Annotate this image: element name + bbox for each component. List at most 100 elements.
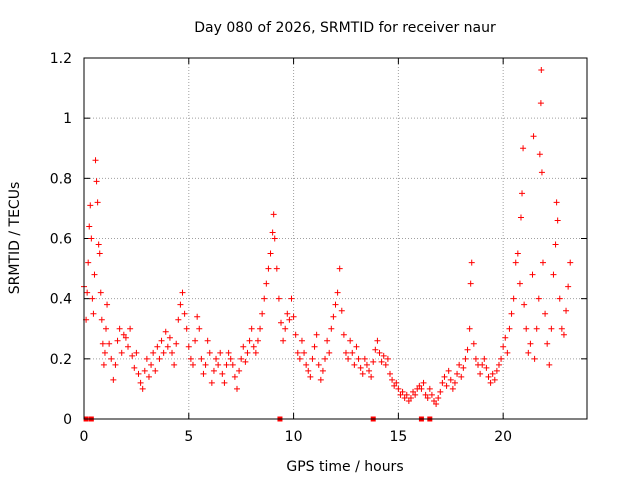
data-point	[139, 385, 146, 392]
data-point	[141, 367, 148, 374]
data-point	[531, 355, 538, 362]
data-point	[466, 325, 473, 332]
data-point	[533, 325, 540, 332]
data-point	[347, 337, 354, 344]
data-point	[324, 337, 331, 344]
data-point	[418, 385, 425, 392]
data-point	[370, 358, 377, 365]
data-point	[150, 349, 157, 356]
data-point	[342, 349, 349, 356]
data-point	[110, 376, 117, 383]
data-point	[309, 355, 316, 362]
data-point	[187, 355, 194, 362]
data-point	[456, 361, 463, 368]
data-point	[244, 349, 251, 356]
data-point	[519, 190, 526, 197]
data-point	[257, 325, 264, 332]
data-point	[338, 307, 345, 314]
data-point	[215, 361, 222, 368]
data-point	[254, 337, 261, 344]
data-point	[435, 394, 442, 401]
data-point	[521, 301, 528, 308]
data-point	[311, 343, 318, 350]
data-point	[137, 379, 144, 386]
data-point	[498, 355, 505, 362]
data-point	[206, 349, 213, 356]
data-point	[481, 355, 488, 362]
data-point	[495, 361, 502, 368]
data-point	[437, 388, 444, 395]
x-tick-label: 0	[80, 429, 89, 445]
data-point	[217, 349, 224, 356]
data-point	[393, 379, 400, 386]
data-point	[93, 178, 100, 185]
data-point	[517, 214, 524, 221]
data-point	[431, 397, 438, 404]
data-point	[94, 199, 101, 206]
data-point	[208, 379, 215, 386]
data-point	[88, 235, 95, 242]
data-point	[200, 370, 207, 377]
data-point	[345, 355, 352, 362]
data-point	[164, 343, 171, 350]
data-point	[202, 361, 209, 368]
data-point	[491, 376, 498, 383]
data-point	[412, 391, 419, 398]
data-point	[248, 325, 255, 332]
data-point	[424, 394, 431, 401]
data-point	[122, 334, 129, 341]
data-point	[275, 295, 282, 302]
data-point	[204, 337, 211, 344]
data-point	[156, 355, 163, 362]
data-point	[445, 367, 452, 374]
data-point	[489, 370, 496, 377]
data-point	[468, 259, 475, 266]
data-point	[160, 349, 167, 356]
data-point	[315, 361, 322, 368]
data-point	[449, 385, 456, 392]
data-point	[131, 364, 138, 371]
data-point	[405, 397, 412, 404]
data-point	[223, 361, 230, 368]
x-tick-label: 15	[389, 429, 407, 445]
data-point	[542, 310, 549, 317]
data-point	[407, 394, 414, 401]
data-point	[229, 361, 236, 368]
data-point	[416, 382, 423, 389]
data-point	[267, 250, 274, 257]
data-point	[467, 280, 474, 287]
data-point	[112, 361, 119, 368]
data-point	[472, 355, 479, 362]
data-point	[301, 349, 308, 356]
data-point	[269, 229, 276, 236]
data-point	[189, 361, 196, 368]
data-point	[317, 376, 324, 383]
data-point	[368, 373, 375, 380]
x-tick-label: 20	[494, 429, 512, 445]
data-point	[303, 361, 310, 368]
data-point	[479, 361, 486, 368]
data-point	[487, 379, 494, 386]
data-point	[351, 361, 358, 368]
data-point	[125, 343, 132, 350]
data-point	[284, 310, 291, 317]
data-point	[166, 334, 173, 341]
data-point	[397, 391, 404, 398]
data-point	[454, 370, 461, 377]
data-point	[512, 259, 519, 266]
data-point	[133, 349, 140, 356]
data-point	[386, 370, 393, 377]
data-point	[99, 340, 106, 347]
data-point	[261, 295, 268, 302]
y-tick-label: 0.8	[50, 171, 72, 187]
data-point	[175, 316, 182, 323]
data-point	[420, 379, 427, 386]
data-point	[120, 331, 127, 338]
data-point	[451, 379, 458, 386]
data-point	[433, 400, 440, 407]
data-point	[458, 373, 465, 380]
data-point	[85, 259, 92, 266]
data-point	[225, 349, 232, 356]
data-point	[477, 370, 484, 377]
